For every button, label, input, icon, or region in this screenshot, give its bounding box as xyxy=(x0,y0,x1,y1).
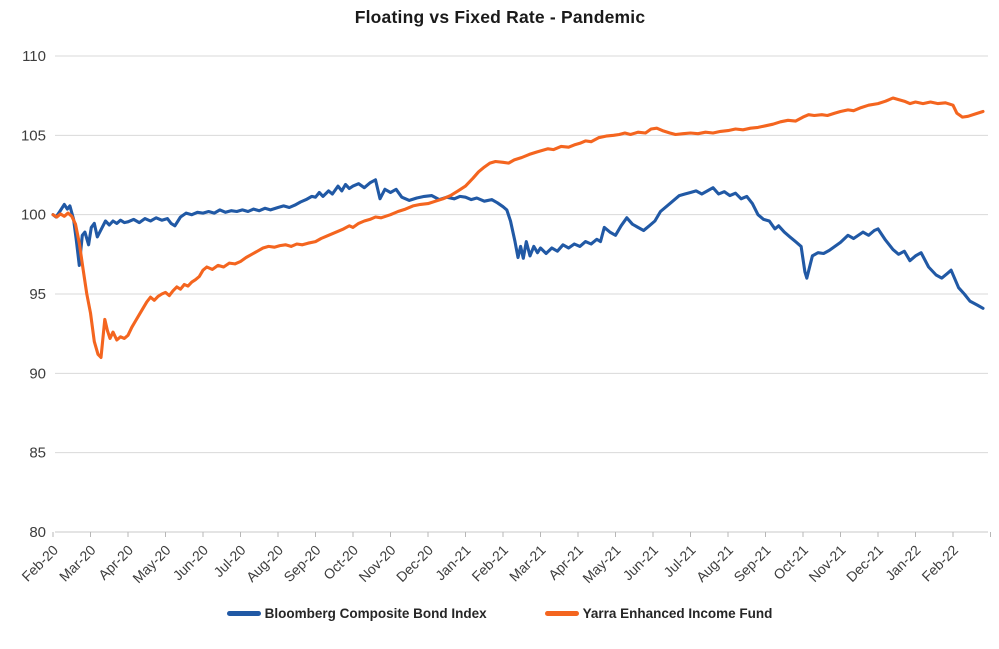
x-tick-label: Feb-21 xyxy=(468,542,511,585)
x-tick-label: Aug-20 xyxy=(243,542,286,585)
x-tick-label: Nov-20 xyxy=(355,542,398,585)
y-tick-label: 80 xyxy=(29,524,46,541)
legend-label-yarra: Yarra Enhanced Income Fund xyxy=(582,606,773,621)
y-tick-label: 85 xyxy=(29,445,46,462)
y-tick-label: 110 xyxy=(22,48,46,65)
x-tick-label: Nov-21 xyxy=(805,542,848,585)
x-tick-label: Dec-20 xyxy=(393,542,436,585)
x-tick-label: May-21 xyxy=(579,542,623,586)
x-tick-label: Jun-20 xyxy=(170,542,212,584)
legend-label-bloomberg: Bloomberg Composite Bond Index xyxy=(264,606,487,621)
x-tick-label: May-20 xyxy=(129,542,173,586)
y-tick-label: 95 xyxy=(29,286,46,303)
x-tick-label: Oct-21 xyxy=(770,542,811,583)
x-tick-label: Oct-20 xyxy=(320,542,361,583)
x-tick-label: Dec-21 xyxy=(843,542,886,585)
legend-swatch-orange-line xyxy=(544,611,579,616)
x-tick-label: Sep-21 xyxy=(730,542,773,585)
x-tick-label: Mar-21 xyxy=(506,542,549,585)
legend-item-bloomberg: Bloomberg Composite Bond Index xyxy=(226,606,487,621)
x-tick-label: Sep-20 xyxy=(280,542,323,585)
legend-swatch-blue-line xyxy=(226,611,261,616)
x-tick-label: Mar-20 xyxy=(56,542,99,585)
x-tick-label: Jun-21 xyxy=(620,542,662,584)
y-tick-label: 100 xyxy=(21,207,46,224)
x-tick-label: Jan-21 xyxy=(432,542,474,584)
x-tick-label: Feb-20 xyxy=(18,542,61,585)
y-tick-label: 90 xyxy=(29,365,46,382)
legend-item-yarra: Yarra Enhanced Income Fund xyxy=(544,606,773,621)
y-tick-label: 105 xyxy=(21,127,46,144)
chart-plot-area: 80859095100105110Feb-20Mar-20Apr-20May-2… xyxy=(18,48,991,586)
x-tick-label: Jan-22 xyxy=(882,542,924,584)
chart-title: Floating vs Fixed Rate - Pandemic xyxy=(354,7,646,27)
series-line-bloomberg xyxy=(51,178,985,310)
series-line-yarra xyxy=(51,96,985,360)
chart-legend: Bloomberg Composite Bond Index Yarra Enh… xyxy=(0,606,999,621)
x-tick-label: Aug-21 xyxy=(693,542,736,585)
x-tick-label: Feb-22 xyxy=(918,542,961,585)
